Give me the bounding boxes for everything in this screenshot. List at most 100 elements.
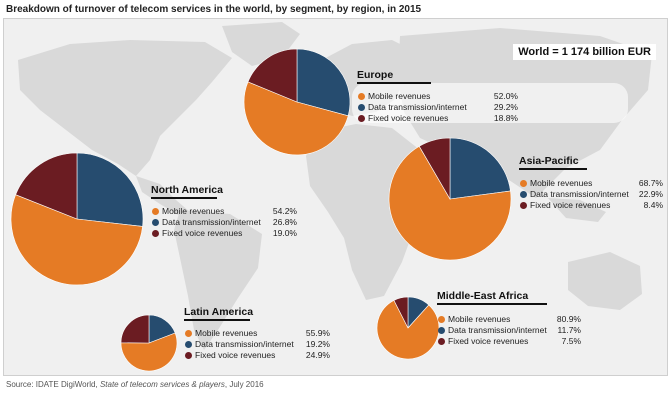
legend-row-voice: Fixed voice revenues 19.0% [152, 228, 297, 239]
legend-row-mobile: Mobile revenues 52.0% [358, 91, 518, 102]
legend-value-mobile: 54.2% [272, 206, 297, 216]
world-total: World = 1 174 billion EUR [513, 44, 656, 60]
legend-value-mobile: 52.0% [493, 91, 518, 101]
legend-label-data: Data transmission/internet [368, 102, 467, 112]
legend-label-mobile: Mobile revenues [368, 91, 431, 101]
legend-label-voice: Fixed voice revenues [530, 200, 611, 210]
legend-row-voice: Fixed voice revenues 8.4% [520, 200, 663, 211]
legend-row-mobile: Mobile revenues 80.9% [438, 314, 581, 325]
europe-legend-band [352, 83, 628, 123]
legend-value-mobile: 55.9% [305, 328, 330, 338]
region-underline-europe [357, 82, 431, 84]
legend-label-mobile: Mobile revenues [162, 206, 225, 216]
legend-dot-data [185, 340, 192, 348]
chart-title: Breakdown of turnover of telecom service… [6, 4, 422, 15]
legend-dot-data [438, 326, 445, 334]
legend-row-mobile: Mobile revenues 68.7% [520, 178, 663, 189]
legend-value-voice: 18.8% [493, 113, 518, 123]
legend-value-voice: 7.5% [561, 336, 581, 346]
legend-row-voice: Fixed voice revenues 18.8% [358, 113, 518, 124]
pie-slice-middle-east-africa-voice [393, 296, 409, 329]
legend-label-mobile: Mobile revenues [530, 178, 593, 188]
legend-row-data: Data transmission/internet 29.2% [358, 102, 518, 113]
legend-value-data: 29.2% [493, 102, 518, 112]
map-southeast-asia [548, 198, 606, 222]
legend-middle-east-africa: Mobile revenues 80.9% Data transmission/i… [438, 314, 581, 347]
region-underline-middle-east-africa [437, 303, 547, 305]
map-north-america [18, 40, 232, 176]
legend-label-mobile: Mobile revenues [195, 328, 258, 338]
pie-slice-latin-america-voice [120, 314, 150, 344]
pie-slice-asia-pacific-voice [418, 137, 451, 201]
legend-row-data: Data transmission/internet 26.8% [152, 217, 297, 228]
region-name-north-america: North America [151, 184, 223, 196]
pie-north-america [10, 152, 144, 286]
legend-dot-mobile [152, 207, 159, 215]
region-name-europe: Europe [357, 69, 394, 81]
legend-dot-data [520, 190, 527, 198]
legend-europe: Mobile revenues 52.0% Data transmission/i… [358, 91, 518, 124]
pie-europe [243, 48, 351, 156]
pies-layer [10, 48, 512, 372]
legend-row-voice: Fixed voice revenues 7.5% [438, 336, 581, 347]
pie-slice-north-america-data [76, 152, 144, 227]
pie-slice-north-america-mobile [10, 194, 143, 286]
source-note: Source: IDATE DigiWorld, State of teleco… [6, 380, 264, 389]
pie-slice-europe-mobile [243, 81, 349, 156]
legend-value-data: 11.7% [557, 325, 581, 335]
pie-latin-america [120, 314, 178, 372]
legend-dot-voice [438, 337, 445, 345]
region-underline-asia-pacific [519, 168, 587, 170]
legend-label-data: Data transmission/internet [195, 339, 294, 349]
source-title: State of telecom services & players [99, 380, 225, 389]
pie-asia-pacific [388, 137, 512, 261]
legend-value-data: 26.8% [272, 217, 297, 227]
legend-value-mobile: 80.9% [556, 314, 581, 324]
legend-dot-voice [185, 351, 192, 359]
legend-label-data: Data transmission/internet [448, 325, 547, 335]
legend-asia-pacific: Mobile revenues 68.7% Data transmission/i… [520, 178, 663, 211]
legend-dot-data [358, 103, 365, 111]
legend-row-data: Data transmission/internet 22.9% [520, 189, 663, 200]
legend-row-data: Data transmission/internet 19.2% [185, 339, 330, 350]
legend-value-data: 19.2% [305, 339, 330, 349]
region-name-asia-pacific: Asia-Pacific [519, 155, 579, 167]
legend-value-mobile: 68.7% [638, 178, 663, 188]
legend-label-voice: Fixed voice revenues [368, 113, 449, 123]
legend-label-data: Data transmission/internet [530, 189, 629, 199]
legend-dot-mobile [358, 92, 365, 100]
legend-dot-voice [358, 114, 365, 122]
legend-dot-mobile [520, 179, 527, 187]
legend-row-voice: Fixed voice revenues 24.9% [185, 350, 330, 361]
source-suffix: , July 2016 [224, 380, 264, 389]
legend-latin-america: Mobile revenues 55.9% Data transmission/i… [185, 328, 330, 361]
legend-label-voice: Fixed voice revenues [448, 336, 529, 346]
legend-value-data: 22.9% [638, 189, 663, 199]
legend-dot-data [152, 218, 159, 226]
pie-slice-asia-pacific-data [449, 137, 511, 200]
legend-label-voice: Fixed voice revenues [195, 350, 276, 360]
map-south-america [174, 210, 262, 350]
legend-value-voice: 19.0% [272, 228, 297, 238]
region-name-latin-america: Latin America [184, 306, 254, 318]
region-name-middle-east-africa: Middle-East Africa [437, 290, 529, 302]
legend-label-data: Data transmission/internet [162, 217, 261, 227]
legend-row-mobile: Mobile revenues 55.9% [185, 328, 330, 339]
map-australia [568, 252, 642, 310]
source-prefix: Source: IDATE DigiWorld, [6, 380, 100, 389]
legend-value-voice: 24.9% [305, 350, 330, 360]
pie-slice-europe-voice [247, 48, 298, 103]
legend-value-voice: 8.4% [643, 200, 663, 210]
legend-dot-mobile [438, 315, 445, 323]
legend-label-voice: Fixed voice revenues [162, 228, 243, 238]
legend-dot-voice [520, 201, 527, 209]
region-underline-north-america [151, 197, 217, 199]
legend-north-america: Mobile revenues 54.2% Data transmission/i… [152, 206, 297, 239]
pie-slice-latin-america-mobile [120, 332, 178, 372]
map-central-america [136, 176, 190, 216]
region-underline-latin-america [184, 319, 250, 321]
legend-label-mobile: Mobile revenues [448, 314, 511, 324]
pie-slice-europe-data [296, 48, 351, 117]
pie-slice-north-america-voice [15, 152, 78, 220]
legend-dot-mobile [185, 329, 192, 337]
